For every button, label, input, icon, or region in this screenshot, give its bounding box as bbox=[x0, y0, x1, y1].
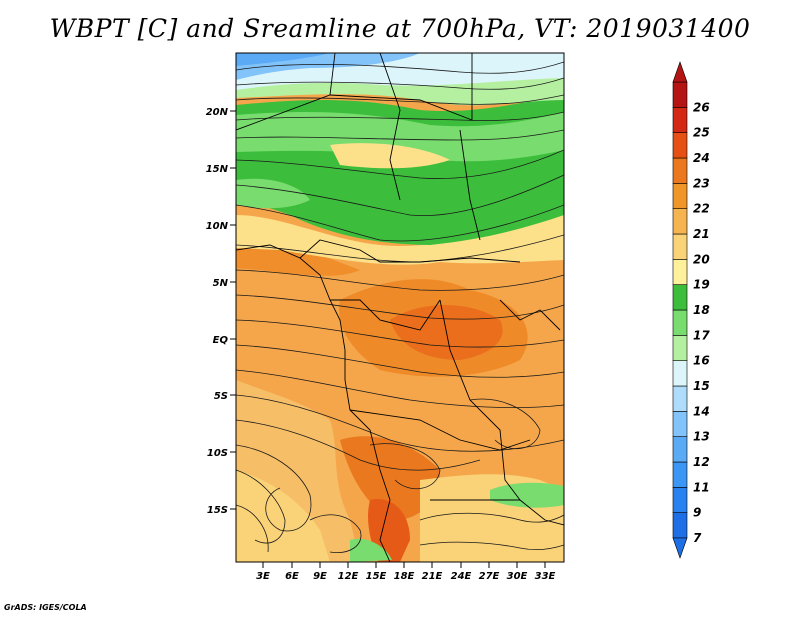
lon-label: 30E bbox=[507, 571, 528, 582]
map-title: WBPT [C] and Sreamline at 700hPa, VT: 20… bbox=[49, 14, 751, 43]
colorbar-segment bbox=[672, 487, 688, 513]
lat-label: 10N bbox=[206, 221, 229, 232]
colorbar-label: 20 bbox=[693, 252, 710, 266]
colorbar-segment bbox=[672, 461, 688, 488]
lon-label: 21E bbox=[422, 571, 443, 582]
country-borders bbox=[236, 53, 564, 562]
colorbar-segment bbox=[672, 436, 688, 463]
colorbar-label: 25 bbox=[693, 126, 710, 140]
colorbar-label: 21 bbox=[693, 227, 710, 241]
colorbar-segment bbox=[672, 411, 688, 437]
colorbar-segment bbox=[672, 107, 688, 133]
lon-label: 12E bbox=[338, 571, 359, 582]
software-credit: GrADS: IGES/COLA bbox=[4, 603, 87, 612]
latitude-axis: 20N 15N 10N 5N EQ 5S 10S 15S bbox=[206, 107, 236, 516]
colorbar-label: 23 bbox=[693, 176, 710, 190]
colorbar-segment bbox=[672, 284, 688, 311]
colorbar-label: 26 bbox=[693, 100, 710, 114]
colorbar-label: 12 bbox=[693, 455, 710, 469]
colorbar-label: 7 bbox=[693, 531, 702, 545]
lat-label: EQ bbox=[213, 335, 229, 346]
colorbar-segment bbox=[672, 233, 688, 260]
colorbar-segment bbox=[672, 259, 688, 285]
longitude-axis: 3E 6E 9E 12E 15E 18E 21E 24E 27E 30E 33E bbox=[256, 562, 556, 582]
lat-label: 15N bbox=[206, 164, 229, 175]
colorbar-segment bbox=[672, 81, 688, 108]
colorbar-label: 15 bbox=[693, 379, 710, 393]
lat-label: 20N bbox=[206, 107, 229, 118]
lat-label: 10S bbox=[207, 448, 228, 459]
lon-label: 15E bbox=[366, 571, 387, 582]
lat-label: 5S bbox=[214, 391, 228, 402]
colorbar-segment bbox=[672, 360, 688, 387]
map-frame bbox=[235, 52, 565, 563]
lon-label: 18E bbox=[394, 571, 415, 582]
colorbar-label: 18 bbox=[693, 303, 710, 317]
colorbar-label: 11 bbox=[693, 480, 710, 494]
lat-label: 5N bbox=[213, 278, 229, 289]
colorbar-label: 17 bbox=[693, 328, 710, 342]
lat-label: 15S bbox=[207, 505, 228, 516]
lon-label: 24E bbox=[451, 571, 472, 582]
colorbar-min-arrow bbox=[672, 537, 688, 559]
colorbar-segment bbox=[672, 385, 688, 412]
colorbar-segment bbox=[672, 335, 688, 361]
colorbar-max-arrow bbox=[672, 61, 688, 83]
colorbar-segment bbox=[672, 183, 688, 209]
lon-label: 6E bbox=[285, 571, 299, 582]
colorbar-label: 14 bbox=[693, 404, 710, 418]
colorbar-label: 19 bbox=[693, 278, 710, 292]
colorbar-label: 22 bbox=[693, 202, 710, 216]
colorbar-segment bbox=[672, 157, 688, 184]
colorbar-label: 16 bbox=[693, 354, 710, 368]
wbpt-field bbox=[236, 53, 564, 562]
lon-label: 33E bbox=[535, 571, 556, 582]
colorbar-segment bbox=[672, 208, 688, 235]
lon-label: 9E bbox=[313, 571, 327, 582]
lon-label: 27E bbox=[479, 571, 500, 582]
colorbar-label: 9 bbox=[693, 506, 701, 520]
colorbar-label: 24 bbox=[693, 151, 710, 165]
lon-label: 3E bbox=[256, 571, 270, 582]
colorbar-segment bbox=[672, 512, 688, 539]
colorbar-segment bbox=[672, 309, 688, 336]
colorbar-label: 13 bbox=[693, 430, 710, 444]
colorbar-legend: 7 9 11 12 13 14 15 16 17 18 19 20 21 22 23 24 25 26 bbox=[672, 61, 710, 559]
streamlines bbox=[236, 61, 564, 553]
colorbar-segment bbox=[672, 132, 688, 159]
